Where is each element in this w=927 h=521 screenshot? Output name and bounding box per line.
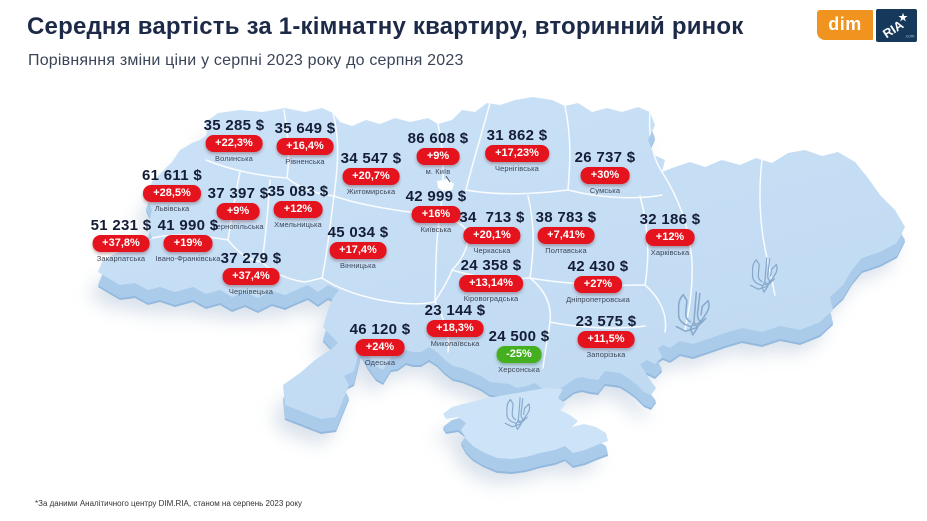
- svg-text:RIA: RIA: [880, 18, 906, 41]
- svg-text:.com: .com: [905, 34, 915, 39]
